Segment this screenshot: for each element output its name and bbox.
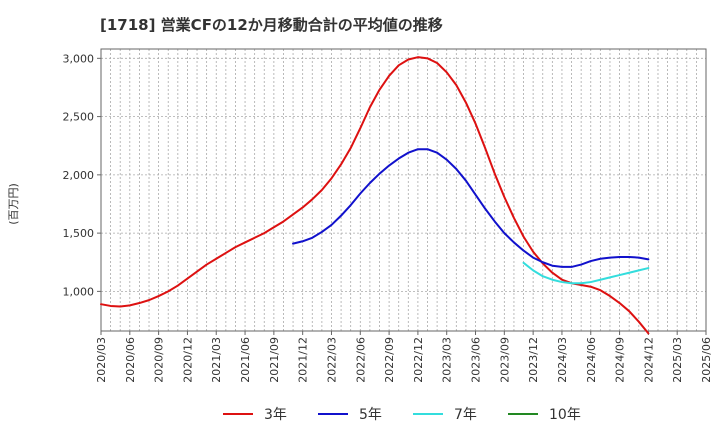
x-tick-label: 2021/12	[297, 337, 310, 383]
x-tick-label: 2024/06	[585, 337, 598, 383]
x-tick-label: 2024/09	[614, 337, 627, 383]
x-tick-label: 2022/06	[354, 337, 367, 383]
y-tick-label: 2,500	[63, 111, 95, 124]
x-tick-label: 2022/12	[412, 337, 425, 383]
series-line-5年	[292, 148, 650, 268]
y-tick-label: 1,500	[63, 227, 95, 240]
x-tick-label: 2023/09	[498, 337, 511, 383]
legend-item: 7年	[413, 407, 477, 423]
x-tick-label: 2021/06	[239, 337, 252, 383]
legend-label: 3年	[264, 407, 287, 423]
x-tick-label: 2022/09	[383, 337, 396, 383]
x-tick-label: 2024/03	[556, 337, 569, 383]
legend-label: 7年	[454, 407, 477, 423]
y-axis-label: (百万円)	[7, 183, 20, 225]
grid-layer	[101, 49, 706, 331]
y-tick-label: 3,000	[63, 52, 95, 65]
legend-label: 5年	[359, 407, 382, 423]
y-tick-labels: 1,000 1,500 2,000 2,500 3,000	[63, 52, 101, 298]
x-tick-label: 2022/03	[325, 337, 338, 383]
x-tick-label: 2020/12	[181, 337, 194, 383]
x-tick-label: 2020/03	[95, 337, 108, 383]
x-tick-label: 2020/06	[124, 337, 137, 383]
series-line-3年	[100, 56, 650, 335]
legend-label: 10年	[549, 407, 581, 423]
x-tick-label: 2023/06	[470, 337, 483, 383]
plot-frame	[100, 48, 707, 332]
legend-item: 10年	[508, 407, 581, 423]
x-tick-labels: 2020/03 2020/06 2020/09 2020/12 2021/03 2021/…	[95, 331, 713, 383]
x-tick-label: 2025/03	[671, 337, 684, 383]
y-tick-label: 2,000	[63, 169, 95, 182]
legend-item: 3年	[223, 407, 287, 423]
x-tick-label: 2020/09	[153, 337, 166, 383]
x-tick-label: 2023/03	[441, 337, 454, 383]
series-layer	[100, 56, 650, 335]
legend-item: 5年	[318, 407, 382, 423]
x-tick-label: 2021/09	[268, 337, 281, 383]
x-tick-label: 2025/06	[700, 337, 713, 383]
x-tick-label: 2021/03	[210, 337, 223, 383]
x-tick-label: 2023/12	[527, 337, 540, 383]
series-line-7年	[522, 261, 650, 285]
legend: 3年 5年 7年 10年	[223, 407, 581, 423]
chart-title: [1718] 営業CFの12か月移動合計の平均値の推移	[100, 16, 443, 34]
x-tick-label: 2024/12	[642, 337, 655, 383]
y-tick-label: 1,000	[63, 285, 95, 298]
